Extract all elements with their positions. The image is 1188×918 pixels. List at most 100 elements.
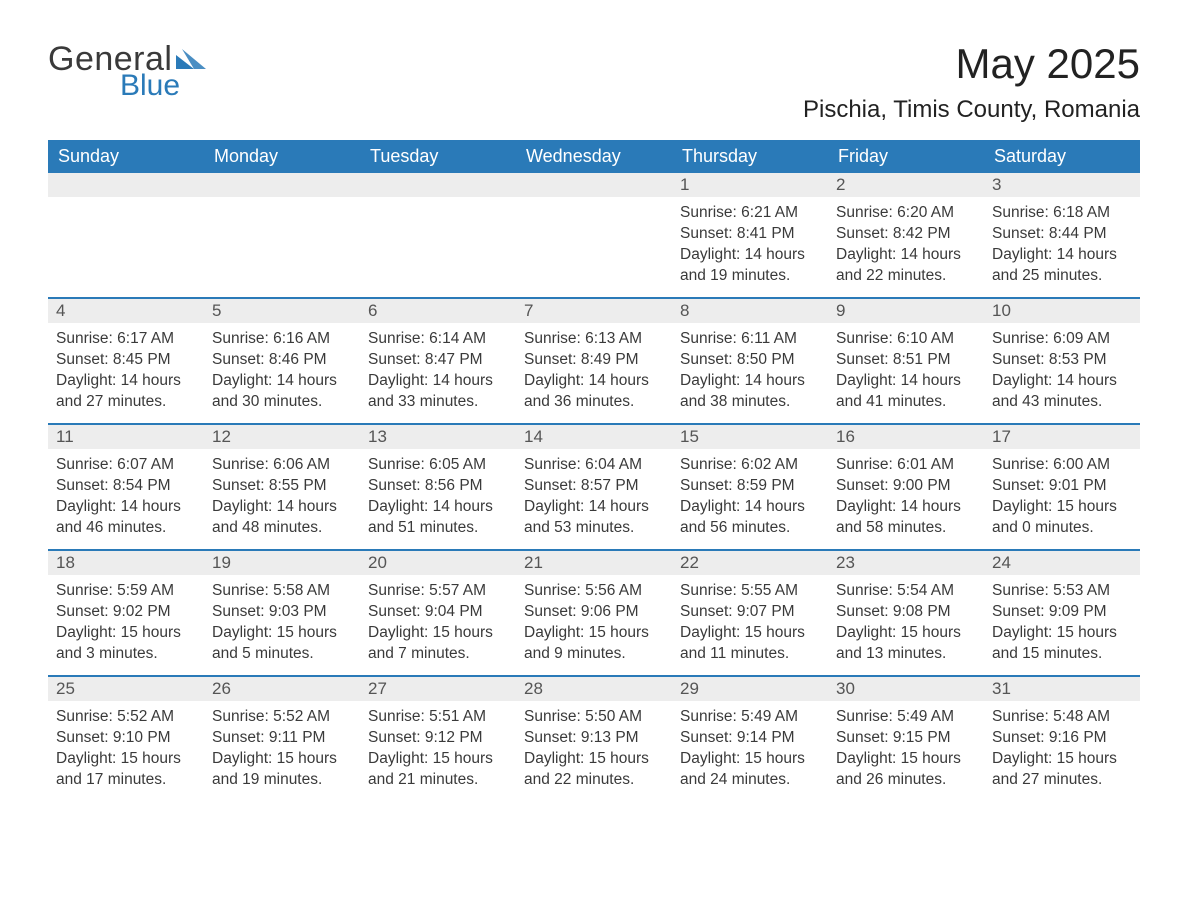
- day-body: Sunrise: 5:48 AMSunset: 9:16 PMDaylight:…: [984, 701, 1140, 791]
- day-number: 24: [992, 553, 1011, 572]
- day-number: 27: [368, 679, 387, 698]
- day-body: Sunrise: 6:21 AMSunset: 8:41 PMDaylight:…: [672, 197, 828, 287]
- day-sunrise: Sunrise: 6:16 AM: [212, 329, 352, 350]
- calendar-day: 5 Sunrise: 6:16 AMSunset: 8:46 PMDaylight…: [204, 299, 360, 423]
- weeks-container: ....1Sunrise: 6:21 AMSunset: 8:41 PMDayl…: [48, 173, 1140, 801]
- day-body: Sunrise: 6:20 AMSunset: 8:42 PMDaylight:…: [828, 197, 984, 287]
- day-sunrise: Sunrise: 5:51 AM: [368, 707, 508, 728]
- day-sunset: Sunset: 9:02 PM: [56, 602, 196, 623]
- col-header: Monday: [204, 140, 360, 173]
- day-sunset: Sunset: 9:06 PM: [524, 602, 664, 623]
- day-body: Sunrise: 6:00 AMSunset: 9:01 PMDaylight:…: [984, 449, 1140, 539]
- day-daylight1: Daylight: 14 hours: [56, 371, 196, 392]
- day-body: Sunrise: 6:06 AMSunset: 8:55 PMDaylight:…: [204, 449, 360, 539]
- day-daylight1: Daylight: 15 hours: [836, 623, 976, 644]
- calendar-day: .: [204, 173, 360, 297]
- day-daylight2: and 41 minutes.: [836, 392, 976, 413]
- col-header: Friday: [828, 140, 984, 173]
- calendar-week: 18 Sunrise: 5:59 AMSunset: 9:02 PMDayligh…: [48, 549, 1140, 675]
- col-header: Saturday: [984, 140, 1140, 173]
- day-number: 23: [836, 553, 855, 572]
- day-body: Sunrise: 6:16 AMSunset: 8:46 PMDaylight:…: [204, 323, 360, 413]
- day-number-bar: .: [360, 173, 516, 197]
- calendar-day: 25Sunrise: 5:52 AMSunset: 9:10 PMDayligh…: [48, 677, 204, 801]
- col-header: Tuesday: [360, 140, 516, 173]
- day-body: Sunrise: 5:52 AMSunset: 9:10 PMDaylight:…: [48, 701, 204, 791]
- day-sunrise: Sunrise: 6:09 AM: [992, 329, 1132, 350]
- day-daylight1: Daylight: 14 hours: [56, 497, 196, 518]
- day-number: 16: [836, 427, 855, 446]
- day-number-bar: 23: [828, 551, 984, 575]
- header-row: General Blue May 2025 Pischia, Timis Cou…: [48, 40, 1140, 124]
- day-daylight2: and 46 minutes.: [56, 518, 196, 539]
- day-sunset: Sunset: 9:00 PM: [836, 476, 976, 497]
- day-number-bar: 17: [984, 425, 1140, 449]
- day-daylight1: Daylight: 15 hours: [992, 497, 1132, 518]
- day-number: 19: [212, 553, 231, 572]
- day-daylight2: and 22 minutes.: [524, 770, 664, 791]
- day-daylight1: Daylight: 14 hours: [212, 497, 352, 518]
- day-number: 14: [524, 427, 543, 446]
- day-number-bar: 1: [672, 173, 828, 197]
- page-title: May 2025: [803, 40, 1140, 88]
- day-body: Sunrise: 5:58 AMSunset: 9:03 PMDaylight:…: [204, 575, 360, 665]
- calendar-day: 24 Sunrise: 5:53 AMSunset: 9:09 PMDayligh…: [984, 551, 1140, 675]
- day-number-bar: 16: [828, 425, 984, 449]
- day-daylight1: Daylight: 14 hours: [992, 245, 1132, 266]
- day-sunset: Sunset: 9:09 PM: [992, 602, 1132, 623]
- day-body: Sunrise: 6:17 AMSunset: 8:45 PMDaylight:…: [48, 323, 204, 413]
- day-sunrise: Sunrise: 5:52 AM: [56, 707, 196, 728]
- day-daylight1: Daylight: 15 hours: [992, 623, 1132, 644]
- day-sunrise: Sunrise: 6:18 AM: [992, 203, 1132, 224]
- day-body: Sunrise: 5:55 AMSunset: 9:07 PMDaylight:…: [672, 575, 828, 665]
- day-body: Sunrise: 5:50 AMSunset: 9:13 PMDaylight:…: [516, 701, 672, 791]
- calendar-day: 15Sunrise: 6:02 AMSunset: 8:59 PMDayligh…: [672, 425, 828, 549]
- day-sunset: Sunset: 8:41 PM: [680, 224, 820, 245]
- day-number-bar: 10: [984, 299, 1140, 323]
- calendar-day: .: [360, 173, 516, 297]
- day-sunset: Sunset: 8:56 PM: [368, 476, 508, 497]
- day-sunset: Sunset: 8:44 PM: [992, 224, 1132, 245]
- day-daylight1: Daylight: 14 hours: [992, 371, 1132, 392]
- day-number-bar: 31: [984, 677, 1140, 701]
- day-daylight2: and 30 minutes.: [212, 392, 352, 413]
- day-daylight1: Daylight: 14 hours: [836, 497, 976, 518]
- day-number-bar: 24: [984, 551, 1140, 575]
- calendar-day: 8Sunrise: 6:11 AMSunset: 8:50 PMDaylight…: [672, 299, 828, 423]
- day-body: Sunrise: 6:13 AMSunset: 8:49 PMDaylight:…: [516, 323, 672, 413]
- day-number-bar: 22: [672, 551, 828, 575]
- day-number: 12: [212, 427, 231, 446]
- day-sunrise: Sunrise: 6:14 AM: [368, 329, 508, 350]
- day-sunset: Sunset: 8:59 PM: [680, 476, 820, 497]
- day-number-bar: 4: [48, 299, 204, 323]
- day-sunset: Sunset: 8:47 PM: [368, 350, 508, 371]
- calendar-day: 7Sunrise: 6:13 AMSunset: 8:49 PMDaylight…: [516, 299, 672, 423]
- day-number-bar: 7: [516, 299, 672, 323]
- calendar-day: 18 Sunrise: 5:59 AMSunset: 9:02 PMDayligh…: [48, 551, 204, 675]
- day-sunset: Sunset: 9:13 PM: [524, 728, 664, 749]
- day-number: 5: [212, 301, 221, 320]
- day-sunset: Sunset: 9:04 PM: [368, 602, 508, 623]
- day-daylight2: and 11 minutes.: [680, 644, 820, 665]
- day-number: 13: [368, 427, 387, 446]
- day-sunset: Sunset: 8:53 PM: [992, 350, 1132, 371]
- day-daylight2: and 36 minutes.: [524, 392, 664, 413]
- day-daylight1: Daylight: 15 hours: [680, 623, 820, 644]
- day-daylight2: and 48 minutes.: [212, 518, 352, 539]
- day-sunset: Sunset: 9:01 PM: [992, 476, 1132, 497]
- day-daylight1: Daylight: 15 hours: [524, 623, 664, 644]
- day-number: 1: [680, 175, 689, 194]
- day-sunrise: Sunrise: 6:00 AM: [992, 455, 1132, 476]
- calendar-day: 30Sunrise: 5:49 AMSunset: 9:15 PMDayligh…: [828, 677, 984, 801]
- day-number: 18: [56, 553, 75, 572]
- day-body: Sunrise: 6:10 AMSunset: 8:51 PMDaylight:…: [828, 323, 984, 413]
- day-daylight2: and 27 minutes.: [56, 392, 196, 413]
- day-body: Sunrise: 5:53 AMSunset: 9:09 PMDaylight:…: [984, 575, 1140, 665]
- day-body: Sunrise: 6:04 AMSunset: 8:57 PMDaylight:…: [516, 449, 672, 539]
- day-body: Sunrise: 5:59 AMSunset: 9:02 PMDaylight:…: [48, 575, 204, 665]
- day-sunrise: Sunrise: 6:20 AM: [836, 203, 976, 224]
- day-daylight2: and 33 minutes.: [368, 392, 508, 413]
- calendar-week: 11Sunrise: 6:07 AMSunset: 8:54 PMDayligh…: [48, 423, 1140, 549]
- day-number-bar: 20: [360, 551, 516, 575]
- calendar-day: 3Sunrise: 6:18 AMSunset: 8:44 PMDaylight…: [984, 173, 1140, 297]
